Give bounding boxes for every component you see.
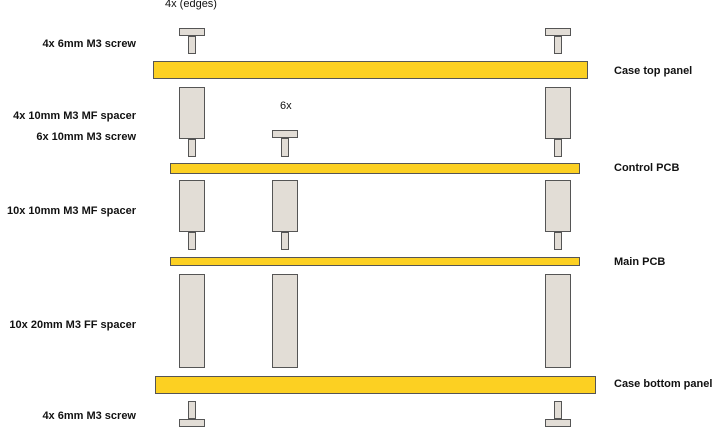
bottom-screw-head-right	[545, 419, 571, 427]
ff-spacer-right	[545, 274, 571, 368]
bottom-screw-head-left	[179, 419, 205, 427]
mf10-spacer-body-right	[545, 180, 571, 232]
ff-spacer-left	[179, 274, 205, 368]
mf-spacer-thread-left	[188, 139, 196, 157]
label-mf-spacer-4x: 4x 10mm M3 MF spacer	[13, 110, 136, 122]
screw-6x-head	[272, 130, 298, 138]
mf-spacer-thread-right	[554, 139, 562, 157]
label-case-top: Case top panel	[614, 65, 693, 77]
ff-spacer-mid	[272, 274, 298, 368]
note-six: 6x	[280, 100, 292, 112]
mf-spacer-body-right	[545, 87, 571, 139]
top-screw-shaft-right	[554, 36, 562, 54]
mf10-spacer-body-mid	[272, 180, 298, 232]
mf-spacer-body-left	[179, 87, 205, 139]
label-main-pcb: Main PCB	[614, 256, 666, 268]
label-ff-spacer: 10x 20mm M3 FF spacer	[9, 319, 136, 331]
screw-6x-shaft	[281, 138, 289, 157]
top-screw-head-left	[179, 28, 205, 36]
mf10-spacer-thread-left	[188, 232, 196, 250]
control-pcb	[170, 163, 580, 174]
mf10-spacer-thread-mid	[281, 232, 289, 250]
bottom-screw-shaft-right	[554, 401, 562, 419]
label-mf-spacer-10x: 10x 10mm M3 MF spacer	[6, 205, 136, 217]
label-control-pcb: Control PCB	[614, 162, 680, 174]
top-screw-shaft-left	[188, 36, 196, 54]
note-edges: 4x (edges)	[165, 0, 217, 10]
case-bottom-panel	[155, 376, 596, 394]
label-screw-6x: 6x 10mm M3 screw	[36, 131, 136, 143]
label-case-bottom: Case bottom panel	[614, 378, 713, 390]
main-pcb	[170, 257, 580, 266]
bottom-screw-shaft-left	[188, 401, 196, 419]
label-top-screw: 4x 6mm M3 screw	[42, 38, 136, 50]
case-top-panel	[153, 61, 588, 79]
mf10-spacer-body-left	[179, 180, 205, 232]
label-bottom-screw: 4x 6mm M3 screw	[42, 410, 136, 422]
top-screw-head-right	[545, 28, 571, 36]
mf10-spacer-thread-right	[554, 232, 562, 250]
